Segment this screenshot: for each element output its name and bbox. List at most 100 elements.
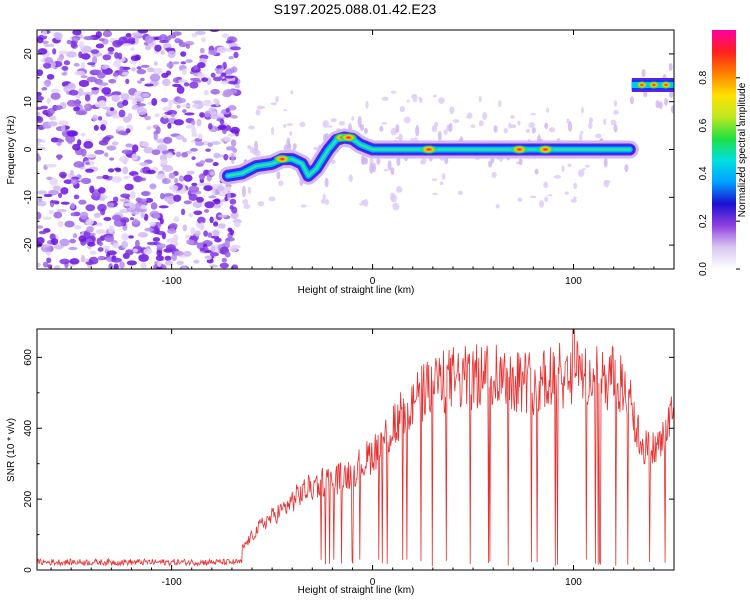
noise-blob — [229, 198, 237, 205]
noise-blob — [111, 257, 122, 263]
faint-blob — [283, 109, 288, 112]
spectrogram-xlabel: Height of straight line (km) — [298, 285, 415, 296]
noise-blob — [83, 140, 94, 149]
noise-blob — [75, 110, 87, 116]
noise-blob — [41, 139, 46, 143]
faint-blob — [322, 193, 326, 201]
noise-blob — [48, 189, 59, 196]
noise-blob — [37, 153, 41, 162]
noise-blob — [173, 216, 180, 223]
faint-blob — [529, 195, 537, 199]
ridge-spread — [437, 130, 442, 141]
faint-blob — [300, 204, 307, 208]
noise-blob — [152, 213, 160, 219]
noise-blob — [52, 48, 57, 55]
noise-blob — [49, 178, 58, 186]
noise-blob — [139, 162, 150, 166]
noise-blob — [199, 247, 206, 252]
noise-blob — [106, 145, 117, 151]
noise-blob — [201, 37, 206, 43]
noise-blob — [122, 43, 132, 47]
snr-ylabel: SNR (10 * v/v) — [6, 418, 17, 482]
noise-blob — [59, 238, 70, 247]
noise-blob — [231, 264, 239, 269]
noise-blob — [80, 132, 86, 137]
segment2-spread — [655, 100, 660, 109]
noise-blob — [60, 201, 70, 205]
noise-blob — [37, 190, 48, 195]
noise-blob — [106, 250, 117, 256]
noise-blob — [227, 133, 236, 137]
noise-blob — [143, 248, 153, 255]
noise-blob — [49, 115, 57, 121]
segment2-spread — [664, 97, 669, 106]
noise-blob — [128, 96, 135, 101]
faint-blob — [580, 107, 584, 114]
noise-blob — [120, 217, 130, 224]
faint-blob — [411, 93, 418, 100]
faint-blob — [351, 116, 355, 121]
noise-blob — [221, 33, 229, 39]
noise-blob — [145, 45, 152, 51]
noise-blob — [209, 216, 214, 224]
snr-marks — [37, 329, 674, 567]
noise-blob — [234, 221, 241, 228]
noise-blob — [61, 124, 66, 132]
ridge-spread — [287, 142, 292, 153]
noise-blob — [173, 234, 179, 242]
noise-blob — [70, 202, 76, 210]
noise-blob — [150, 202, 158, 210]
faint-blob — [381, 121, 388, 125]
faint-blob — [585, 164, 590, 168]
noise-blob — [192, 100, 203, 104]
faint-blob — [419, 97, 423, 104]
noise-blob — [228, 55, 235, 60]
noise-blob — [74, 70, 86, 76]
noise-blob — [230, 211, 239, 220]
faint-blob — [439, 181, 444, 186]
noise-blob — [40, 244, 51, 248]
noise-blob — [191, 182, 198, 187]
noise-blob — [209, 264, 219, 268]
noise-blob — [78, 79, 90, 88]
noise-blob — [108, 78, 117, 84]
segment2-spread — [641, 69, 646, 78]
noise-blob — [60, 187, 69, 195]
ridge-spread — [613, 124, 618, 133]
noise-blob — [113, 60, 122, 68]
noise-blob — [167, 228, 177, 235]
noise-blob — [198, 173, 206, 181]
noise-blob — [45, 163, 57, 168]
noise-blob — [164, 111, 173, 116]
noise-blob — [131, 104, 140, 110]
y-tick-label: 10 — [23, 96, 34, 108]
noise-blob — [188, 193, 198, 201]
noise-blob — [57, 154, 62, 161]
ridge-spread — [372, 162, 377, 173]
noise-blob — [186, 239, 195, 245]
x-tick-label: -100 — [162, 577, 182, 588]
noise-blob — [37, 106, 43, 111]
noise-blob — [153, 132, 159, 141]
noise-blob — [125, 249, 134, 256]
noise-blob — [185, 59, 193, 63]
noise-blob — [58, 50, 69, 55]
ridge-spread — [395, 124, 400, 133]
noise-blob — [167, 34, 177, 39]
noise-blob — [189, 148, 198, 152]
noise-blob — [43, 193, 53, 198]
colorbar-tick-label: 0.2 — [698, 214, 709, 228]
noise-blob — [85, 204, 96, 212]
noise-blob — [108, 225, 115, 234]
faint-blob — [289, 131, 293, 136]
noise-blob — [140, 210, 145, 219]
ridge-peak — [273, 154, 292, 164]
noise-blob — [129, 217, 134, 221]
faint-blob — [588, 121, 593, 130]
noise-blob — [171, 254, 178, 262]
noise-blob — [191, 126, 197, 135]
noise-blob — [111, 114, 121, 119]
noise-blob — [177, 97, 187, 104]
noise-blob — [93, 124, 99, 131]
faint-blob — [413, 137, 418, 142]
